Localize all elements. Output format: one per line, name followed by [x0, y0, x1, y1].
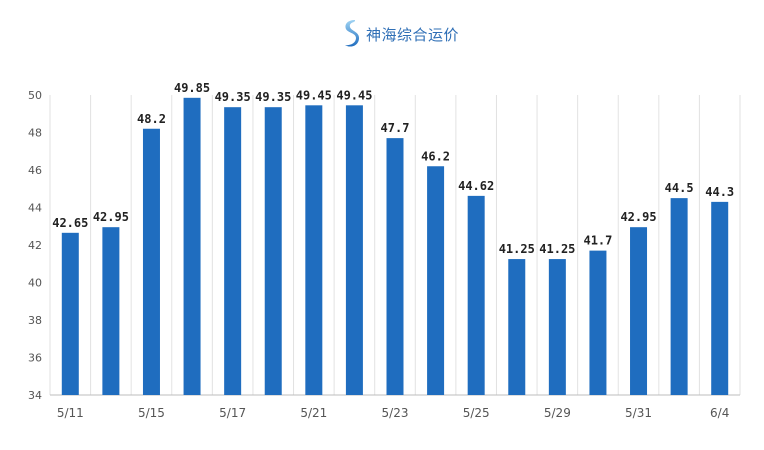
seahorse-s-logo-icon: [345, 20, 360, 47]
bar-series: [61, 97, 729, 395]
chart-grid: [49, 95, 741, 396]
bar: [224, 107, 242, 395]
data-label: 48.2: [137, 112, 166, 126]
bar: [142, 128, 160, 395]
y-tick-label: 50: [28, 89, 42, 102]
data-label: 42.95: [93, 210, 129, 224]
brand-logo: 神海综合运价: [340, 18, 459, 50]
y-tick-label: 40: [28, 277, 42, 290]
bar: [670, 198, 688, 395]
bar: [548, 259, 566, 395]
bar: [386, 138, 404, 395]
brand-name: 神海综合运价: [366, 25, 460, 44]
bar: [467, 195, 485, 395]
bar: [102, 227, 120, 395]
data-label: 49.35: [255, 90, 291, 104]
bar: [345, 105, 363, 395]
x-tick-label: 5/11: [57, 406, 84, 420]
x-tick-label: 5/17: [219, 406, 246, 420]
data-label: 49.85: [174, 81, 210, 95]
y-tick-label: 34: [28, 389, 42, 402]
y-tick-label: 46: [28, 164, 42, 177]
y-tick-label: 42: [28, 239, 42, 252]
y-axis: 34 36 38 40 42 44 46 48 50: [28, 89, 42, 402]
data-label: 41.25: [539, 242, 575, 256]
bar: [264, 107, 282, 395]
x-tick-label: 5/23: [382, 406, 409, 420]
bar: [630, 227, 648, 395]
bar: [183, 97, 201, 395]
data-label: 42.95: [620, 210, 656, 224]
bar: [508, 259, 526, 395]
x-tick-label: 5/15: [138, 406, 165, 420]
bar: [427, 166, 445, 395]
data-label: 44.5: [665, 181, 694, 195]
data-labels: 42.65 42.95 48.2 49.85 49.35 49.35 49.45 49.45 4…: [52, 81, 734, 256]
x-tick-label: 5/31: [625, 406, 652, 420]
data-label: 44.62: [458, 179, 494, 193]
x-tick-label: 5/21: [300, 406, 327, 420]
data-label: 46.2: [421, 149, 450, 163]
data-label: 42.65: [52, 216, 88, 230]
y-tick-label: 44: [28, 202, 42, 215]
data-label: 41.7: [583, 234, 612, 248]
bar: [305, 105, 323, 395]
y-tick-label: 38: [28, 314, 42, 327]
y-tick-label: 36: [28, 352, 42, 365]
x-axis: 5/11 5/15 5/17 5/21 5/23 5/25 5/29 5/31 6/4: [57, 406, 730, 420]
data-label: 49.45: [336, 88, 372, 102]
data-label: 44.3: [705, 185, 734, 199]
x-tick-label: 5/29: [544, 406, 571, 420]
x-tick-label: 5/25: [463, 406, 490, 420]
y-tick-label: 48: [28, 127, 42, 140]
bar: [589, 250, 607, 395]
bar: [711, 201, 729, 395]
data-label: 47.7: [381, 121, 410, 135]
x-tick-label: 6/4: [710, 406, 729, 420]
bar: [61, 232, 79, 395]
data-label: 49.45: [296, 88, 332, 102]
data-label: 41.25: [499, 242, 535, 256]
data-label: 49.35: [215, 90, 251, 104]
